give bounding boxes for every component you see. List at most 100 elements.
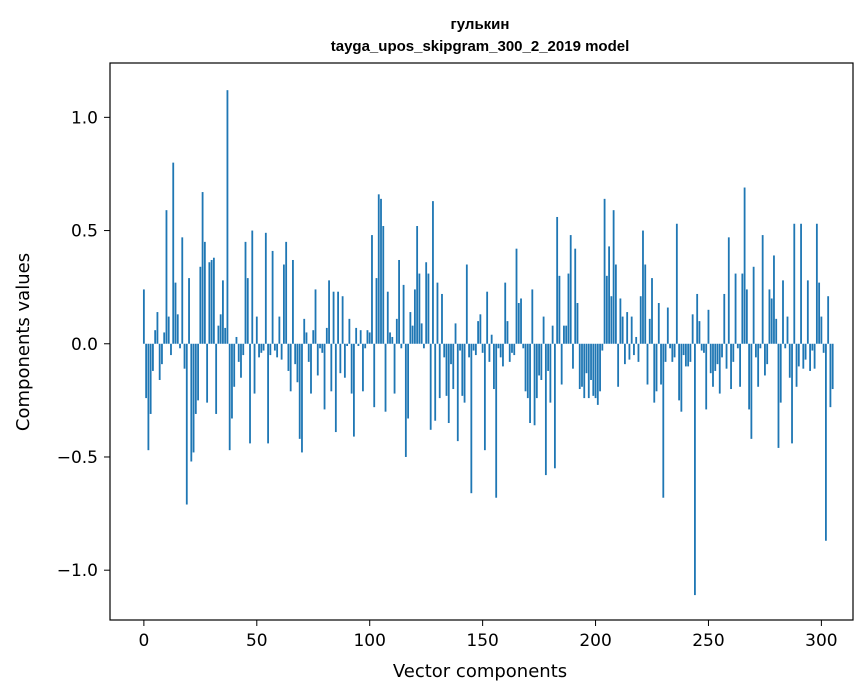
bar-87 (339, 343, 342, 374)
bar-71 (303, 318, 306, 344)
bar-18 (183, 343, 186, 369)
bar-225 (651, 278, 653, 344)
bar-206 (608, 246, 610, 344)
bar-172 (531, 289, 534, 344)
bar-178 (544, 343, 547, 476)
bar-188 (567, 273, 570, 344)
bar-204 (603, 198, 606, 344)
bar-55 (267, 343, 269, 444)
bar-148 (477, 321, 480, 344)
bar-53 (262, 343, 265, 351)
bar-282 (779, 343, 782, 403)
bar-302 (825, 343, 827, 541)
bar-174 (535, 343, 538, 399)
bar-102 (373, 343, 376, 408)
bar-24 (197, 343, 199, 401)
bar-161 (506, 321, 509, 344)
bar-270 (752, 266, 755, 344)
bar-108 (386, 291, 389, 344)
bar-218 (635, 336, 638, 344)
bar-198 (590, 343, 592, 380)
bar-226 (653, 343, 656, 403)
x-tick-label-0: 0 (138, 631, 149, 651)
bar-169 (524, 343, 527, 392)
bar-5 (154, 330, 157, 344)
bar-21 (190, 343, 193, 462)
bar-66 (292, 259, 294, 344)
bar-85 (334, 343, 337, 433)
bar-114 (400, 343, 403, 349)
bar-159 (502, 343, 504, 367)
bar-266 (743, 187, 746, 344)
bar-254 (716, 343, 719, 365)
bar-54 (264, 232, 267, 344)
bar-33 (217, 325, 220, 344)
bar-61 (280, 343, 283, 360)
bar-303 (827, 296, 830, 344)
bar-95 (357, 343, 360, 347)
bar-32 (215, 343, 218, 414)
bar-296 (811, 343, 814, 351)
bar-294 (806, 280, 809, 344)
bar-199 (592, 343, 595, 396)
bar-166 (517, 303, 520, 344)
bar-118 (409, 312, 412, 344)
bar-113 (398, 259, 400, 344)
bar-291 (800, 223, 802, 344)
bar-264 (739, 343, 741, 387)
bar-146 (472, 343, 475, 351)
bar-155 (493, 343, 495, 390)
bar-119 (411, 325, 414, 344)
bar-190 (572, 343, 574, 369)
bar-156 (495, 343, 498, 498)
bar-86 (337, 291, 339, 344)
bar-247 (700, 343, 703, 351)
bar-31 (212, 257, 215, 344)
bar-40 (233, 343, 236, 387)
bar-262 (734, 273, 737, 344)
bar-7 (158, 343, 161, 380)
bar-208 (612, 210, 615, 344)
bar-150 (481, 343, 484, 353)
bar-126 (427, 273, 430, 344)
bar-249 (705, 343, 708, 410)
bar-84 (332, 291, 335, 344)
bar-163 (511, 343, 513, 353)
bar-0 (142, 289, 145, 344)
bar-81 (325, 327, 328, 344)
bar-183 (556, 216, 559, 344)
bar-12 (170, 343, 172, 356)
bar-89 (343, 343, 346, 378)
bar-63 (285, 241, 288, 344)
bar-22 (192, 343, 195, 453)
bar-142 (463, 343, 466, 403)
bar-79 (321, 343, 324, 353)
bar-253 (714, 343, 717, 371)
bar-27 (203, 241, 206, 344)
bar-167 (520, 298, 522, 344)
bar-265 (741, 273, 744, 344)
bar-97 (362, 343, 364, 392)
bar-228 (657, 303, 660, 344)
bar-305 (831, 343, 834, 390)
bar-288 (793, 223, 796, 344)
plot-frame (109, 62, 854, 621)
bar-240 (684, 343, 687, 367)
bar-272 (757, 343, 760, 387)
bar-251 (709, 343, 712, 374)
bar-295 (809, 343, 811, 371)
bar-299 (818, 282, 821, 344)
bar-11 (167, 316, 170, 344)
bar-75 (312, 330, 315, 344)
bar-82 (328, 280, 330, 344)
bar-250 (707, 309, 710, 344)
y-tick-label-4: −1.0 (57, 561, 98, 581)
bar-275 (764, 343, 766, 376)
bar-241 (687, 343, 690, 367)
bar-173 (533, 343, 536, 426)
bar-127 (429, 343, 432, 430)
bar-107 (384, 343, 387, 412)
bar-20 (188, 278, 190, 344)
bar-287 (791, 343, 793, 444)
